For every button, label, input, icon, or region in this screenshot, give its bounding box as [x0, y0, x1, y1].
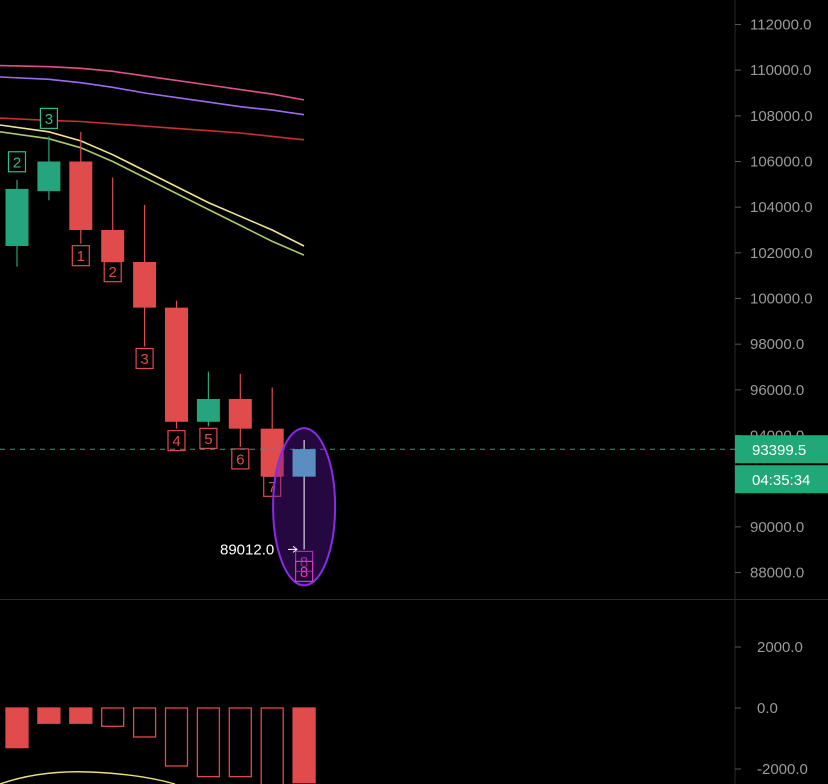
histogram-bar: [37, 707, 61, 724]
histogram-bar: [164, 707, 189, 767]
sequence-number: 6: [236, 451, 244, 468]
price-axis: 112000.0 110000.0 108000.0 106000.0 104000.0…: [735, 17, 828, 778]
sequence-number: 8: [300, 564, 308, 581]
moving-average-line: [0, 64, 305, 101]
moving-average-lines: [0, 64, 305, 256]
price-tick-label: 104000.0: [750, 199, 813, 216]
low-price-label: 89012.0: [220, 541, 274, 558]
histogram-tick-label: -2000.0: [757, 761, 808, 778]
histogram-bar: [228, 707, 252, 778]
price-tick-label: 88000.0: [750, 565, 804, 582]
candle-body: [292, 449, 316, 477]
histogram-bar: [69, 707, 93, 724]
sequence-number: 4: [172, 433, 180, 450]
sequence-number: 7: [268, 479, 276, 496]
sequence-box: [199, 427, 218, 449]
sequence-number: 2: [109, 264, 117, 281]
low-price-arrow-head: [292, 545, 298, 553]
sequence-box: [7, 151, 27, 173]
countdown-label: 04:35:34: [752, 472, 810, 489]
price-tick-label: 96000.0: [750, 382, 804, 399]
sequence-box: [295, 560, 314, 582]
oscillator-line: [0, 771, 176, 784]
histogram-bar: [5, 707, 29, 749]
histogram-tick-label: 2000.0: [757, 639, 803, 656]
current-price-label: 93399.5: [752, 442, 806, 459]
histogram-bar: [260, 707, 284, 784]
candle-body: [5, 188, 29, 246]
candle-body: [165, 307, 188, 422]
histogram-bar: [132, 707, 157, 738]
candle-body: [196, 398, 220, 422]
countdown-badge: [735, 465, 828, 494]
sequence-box: [103, 261, 122, 283]
histogram-bar: [292, 707, 316, 784]
sequence-number: 1: [77, 248, 85, 265]
sequence-number: 2: [13, 154, 21, 171]
current-price-badge: [735, 435, 828, 464]
candle-body: [228, 398, 252, 429]
price-tick-label: 108000.0: [750, 108, 813, 125]
moving-average-line: [0, 117, 305, 141]
sequence-box: [135, 347, 154, 370]
sequence-labels: 2 3 1 2 3 4 5 6 7 8: [7, 107, 314, 572]
candle-body: [69, 161, 93, 230]
candle-body: [133, 261, 157, 308]
sequence-box: [71, 245, 90, 267]
price-tick-label: 98000.0: [750, 336, 804, 353]
candle-body: [37, 161, 61, 192]
moving-average-line: [0, 131, 305, 256]
overlay: 8 89012.0: [0, 427, 735, 587]
sequence-number: 5: [204, 431, 212, 448]
sequence-number: 3: [45, 111, 53, 128]
sequence-box: [39, 107, 59, 129]
price-tick-label: 102000.0: [750, 245, 813, 262]
oscillator-histogram: [0, 707, 316, 784]
histogram-tick-label: 0.0: [757, 700, 778, 717]
histogram-bar: [101, 707, 125, 727]
price-tick-label: 106000.0: [750, 154, 813, 171]
price-tick-label: 110000.0: [750, 62, 811, 79]
moving-average-line: [0, 76, 305, 116]
candles: [5, 131, 316, 550]
histogram-bar: [196, 707, 221, 778]
price-tick-label: 100000.0: [750, 291, 813, 308]
sequence-number: 8: [300, 554, 308, 571]
sequence-box: [263, 475, 282, 497]
price-tick-label: 90000.0: [750, 519, 804, 536]
candle-body: [101, 230, 125, 262]
sequence-box: [167, 430, 186, 452]
price-tick-label: 112000.0: [750, 17, 811, 34]
moving-average-line: [0, 124, 305, 247]
sequence-number: 3: [140, 351, 148, 368]
